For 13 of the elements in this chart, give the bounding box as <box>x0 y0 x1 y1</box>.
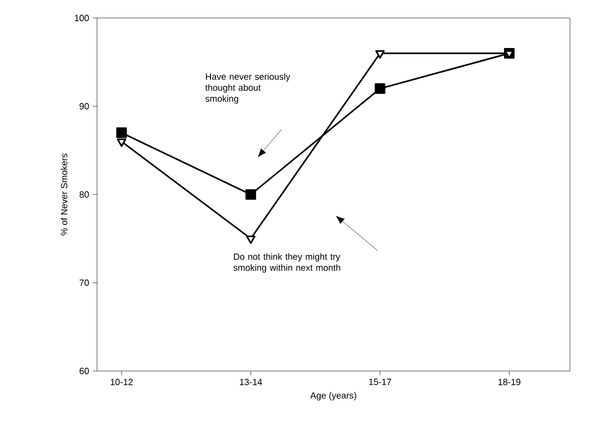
y-tick-label: 70 <box>80 280 89 286</box>
x-tick-label: 15-17 <box>369 378 392 386</box>
x-axis-title: Age (years) <box>310 392 356 400</box>
y-tick-label: 90 <box>80 103 89 110</box>
x-tick-label: 18-19 <box>498 378 520 386</box>
x-tick-label: 10-12 <box>110 378 133 386</box>
x-tick-label: 13-14 <box>240 378 262 386</box>
y-tick-label: 100 <box>74 14 89 22</box>
annotation: Have never seriously thought about smoking <box>205 73 290 104</box>
y-tick-label: 60 <box>80 368 89 374</box>
annotation: Do not think they might try smoking within next month <box>233 253 340 273</box>
y-tick-label: 80 <box>80 191 89 198</box>
y-axis-title: % of Never Smokers <box>60 154 68 236</box>
